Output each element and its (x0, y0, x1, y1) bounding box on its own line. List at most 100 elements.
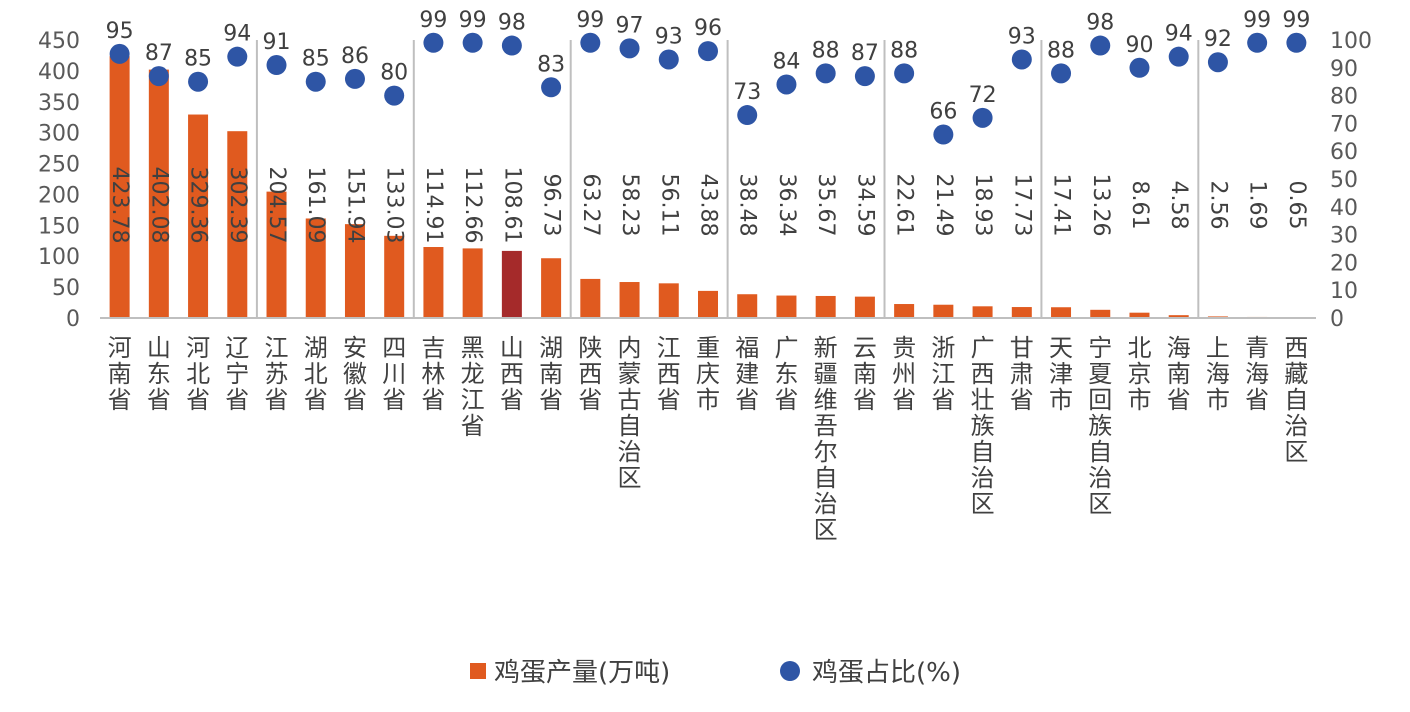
bar-value-label: 1.69 (1245, 181, 1270, 230)
y-right-tick-label: 10 (1330, 279, 1358, 304)
category-label: 福建省 (735, 334, 759, 414)
category-label: 内蒙古自治区 (618, 334, 642, 492)
category-label: 湖南省 (539, 334, 563, 414)
bar-value-label: 402.08 (146, 167, 171, 244)
bar-value-label: 112.66 (460, 167, 485, 244)
share-point-label: 91 (263, 30, 291, 55)
share-point (1090, 35, 1111, 56)
category-label: 海南省 (1167, 334, 1191, 414)
y-left-tick-label: 200 (38, 183, 80, 208)
bar-value-label: 151.94 (342, 167, 367, 244)
bar-value-label: 96.73 (539, 174, 564, 237)
share-point (737, 105, 758, 126)
share-point-label: 80 (380, 61, 408, 86)
bar (933, 304, 954, 318)
share-point-label: 85 (302, 47, 330, 72)
bar-value-label: 329.36 (186, 167, 211, 244)
bar (344, 224, 365, 318)
category-label: 河南省 (108, 334, 132, 414)
bar-value-label: 43.88 (696, 174, 721, 237)
bar (737, 294, 758, 318)
y-right-tick-label: 90 (1330, 57, 1358, 82)
share-point (1011, 49, 1032, 70)
bar (1011, 307, 1032, 318)
point-layer (109, 32, 1307, 145)
category-label: 安徽省 (343, 334, 367, 414)
bar (776, 295, 797, 318)
y-right-tick-label: 0 (1330, 307, 1344, 332)
share-point (894, 63, 915, 84)
y-right-tick-label: 20 (1330, 251, 1358, 276)
share-point (658, 49, 679, 70)
bar-value-label: 56.11 (656, 174, 681, 237)
share-point-label: 88 (1047, 38, 1075, 63)
y-left-tick-label: 0 (66, 307, 80, 332)
point-label-layer: 95 87 85 94 91 85 86 80 99 99 98 83 99 97 93 96 73 84 88 87… (106, 8, 1311, 125)
share-point-label: 85 (184, 47, 212, 72)
bar-value-label: 204.57 (264, 167, 289, 244)
bar-value-label: 36.34 (774, 174, 799, 237)
bar-value-label: 8.61 (1127, 181, 1152, 230)
category-label: 广西壮族自治区 (971, 334, 995, 518)
bar-value-label: 38.48 (735, 174, 760, 237)
bar (1168, 315, 1189, 318)
share-point (1051, 63, 1072, 84)
category-label: 贵州省 (892, 334, 916, 414)
y-left-tick-label: 350 (38, 91, 80, 116)
share-point (423, 32, 444, 53)
category-label: 西藏自治区 (1284, 334, 1308, 466)
share-point-label: 87 (145, 41, 173, 66)
bar (305, 218, 326, 318)
share-point (344, 68, 365, 89)
bar-label-layer: 423.78 402.08 329.36 302.39 204.57 161.09 151.… (107, 167, 1309, 244)
share-point-label: 90 (1125, 33, 1153, 58)
category-label: 宁夏回族自治区 (1088, 334, 1112, 518)
bar-value-label: 17.41 (1049, 174, 1074, 237)
bar (188, 114, 209, 318)
bar (266, 191, 287, 318)
share-point (384, 85, 405, 106)
legend: 鸡蛋产量(万吨) 鸡蛋占比(%) (470, 658, 961, 688)
share-point-label: 88 (890, 38, 918, 63)
share-point-label: 88 (812, 38, 840, 63)
bar (854, 296, 875, 318)
category-label: 山西省 (500, 334, 524, 414)
bar (698, 290, 718, 318)
share-point (148, 66, 169, 87)
y-left-tick-label: 300 (38, 122, 80, 147)
bar (658, 283, 679, 318)
share-point-label: 72 (969, 83, 997, 108)
y-left-tick-label: 50 (52, 276, 80, 301)
y-right-tick-label: 70 (1330, 112, 1358, 137)
bar-value-label: 18.93 (970, 174, 995, 237)
category-label: 浙江省 (931, 334, 955, 414)
grid-layer (255, 40, 1200, 318)
y-right-tick-label: 100 (1330, 29, 1372, 54)
category-label: 辽宁省 (225, 334, 249, 414)
bar-value-label: 423.78 (107, 167, 132, 244)
share-point (305, 71, 326, 92)
share-point-label: 86 (341, 44, 369, 69)
category-label: 江西省 (657, 334, 681, 414)
category-label: 陕西省 (578, 334, 602, 414)
bar (1090, 309, 1111, 318)
bar (462, 248, 483, 318)
y-right-tick-label: 50 (1330, 168, 1358, 193)
share-point (501, 35, 522, 56)
bar (148, 69, 169, 318)
share-point (580, 32, 601, 53)
y-right-tick-label: 30 (1330, 224, 1358, 249)
share-point (972, 107, 993, 128)
share-point (227, 46, 248, 67)
bar (423, 247, 444, 318)
share-point (1207, 52, 1228, 73)
y-right-tick-label: 80 (1330, 85, 1358, 110)
share-point-label: 99 (1243, 8, 1271, 33)
category-label: 青海省 (1245, 334, 1269, 414)
bar (227, 131, 248, 318)
share-point (1129, 57, 1150, 78)
share-point-label: 99 (459, 8, 487, 33)
share-point (619, 38, 640, 59)
category-label: 吉林省 (421, 334, 445, 414)
